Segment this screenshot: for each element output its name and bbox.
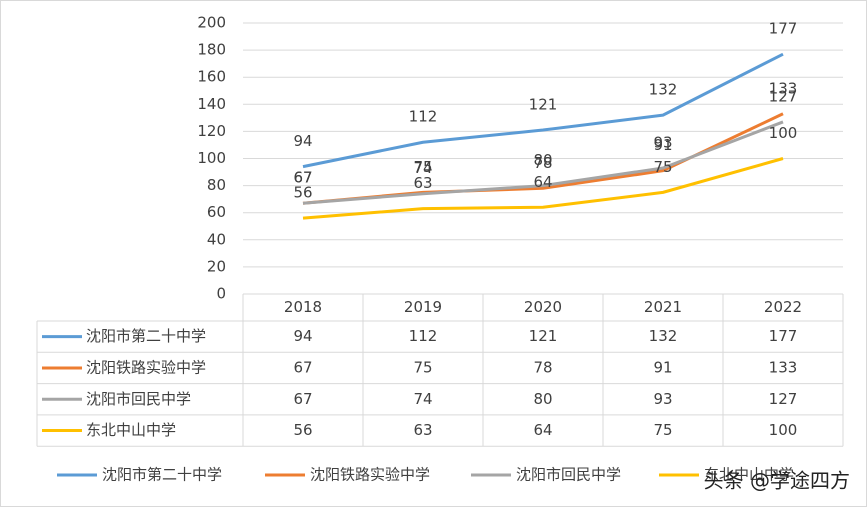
data-label: 67 (293, 169, 312, 187)
y-tick-label: 140 (197, 95, 226, 113)
series-line (302, 120, 784, 205)
table-cell: 112 (409, 327, 438, 345)
table-cell: 80 (533, 390, 552, 408)
data-label: 94 (293, 132, 312, 150)
table-cell: 64 (533, 421, 552, 439)
data-label: 80 (533, 151, 552, 169)
data-label: 91 (653, 136, 672, 154)
table-row-label: 沈阳市第二十中学 (86, 327, 206, 345)
table-cell: 121 (529, 327, 558, 345)
y-tick-label: 200 (197, 14, 226, 32)
table-cell: 75 (413, 358, 432, 376)
data-label: 127 (769, 87, 798, 105)
watermark: 头条 @学途四方 (704, 469, 850, 493)
table-row-label: 东北中山中学 (86, 421, 176, 439)
table-cell: 91 (653, 358, 672, 376)
y-tick-label: 100 (197, 149, 226, 167)
table-cell: 177 (769, 327, 798, 345)
data-label: 56 (293, 184, 312, 202)
table-cell: 67 (293, 390, 312, 408)
legend-label: 东北中山中学 (704, 466, 794, 484)
table-cell: 94 (293, 327, 312, 345)
y-tick-label: 60 (207, 203, 226, 221)
table-cell: 75 (653, 421, 672, 439)
y-tick-label: 180 (197, 41, 226, 59)
y-tick-label: 120 (197, 122, 226, 140)
table-cell: 127 (769, 390, 798, 408)
table-header: 2022 (764, 298, 802, 316)
table-header: 2019 (404, 298, 442, 316)
y-tick-label: 0 (216, 285, 226, 303)
table-cell: 67 (293, 358, 312, 376)
data-label: 177 (769, 20, 798, 38)
table-row-label: 沈阳市回民中学 (86, 390, 191, 408)
data-label: 75 (413, 158, 432, 176)
table-header: 2020 (524, 298, 562, 316)
table-cell: 56 (293, 421, 312, 439)
legend-label: 沈阳市第二十中学 (102, 466, 222, 484)
data-label: 132 (649, 81, 678, 99)
table-cell: 78 (533, 358, 552, 376)
legend-label: 沈阳铁路实验中学 (310, 466, 430, 484)
data-label: 112 (409, 108, 438, 126)
data-label: 100 (769, 124, 798, 142)
table-row-label: 沈阳铁路实验中学 (86, 358, 206, 376)
table-cell: 133 (769, 358, 798, 376)
y-tick-label: 160 (197, 68, 226, 86)
data-label: 64 (533, 173, 552, 191)
data-label: 133 (769, 79, 798, 97)
table-cell: 100 (769, 421, 798, 439)
table-cell: 63 (413, 421, 432, 439)
table-header: 2018 (284, 298, 322, 316)
data-label: 74 (413, 159, 432, 177)
y-tick-label: 40 (207, 230, 226, 248)
data-label: 67 (293, 169, 312, 187)
table-cell: 74 (413, 390, 432, 408)
table-header: 2021 (644, 298, 682, 316)
series-line (302, 52, 784, 169)
data-label: 75 (653, 158, 672, 176)
legend-label: 沈阳市回民中学 (516, 466, 621, 484)
data-label: 93 (653, 133, 672, 151)
y-tick-label: 20 (207, 257, 226, 275)
data-label: 78 (533, 154, 552, 172)
series-line (302, 157, 784, 220)
data-label: 121 (529, 96, 558, 114)
data-label: 63 (413, 174, 432, 192)
y-tick-label: 80 (207, 176, 226, 194)
table-cell: 93 (653, 390, 672, 408)
table-cell: 132 (649, 327, 678, 345)
